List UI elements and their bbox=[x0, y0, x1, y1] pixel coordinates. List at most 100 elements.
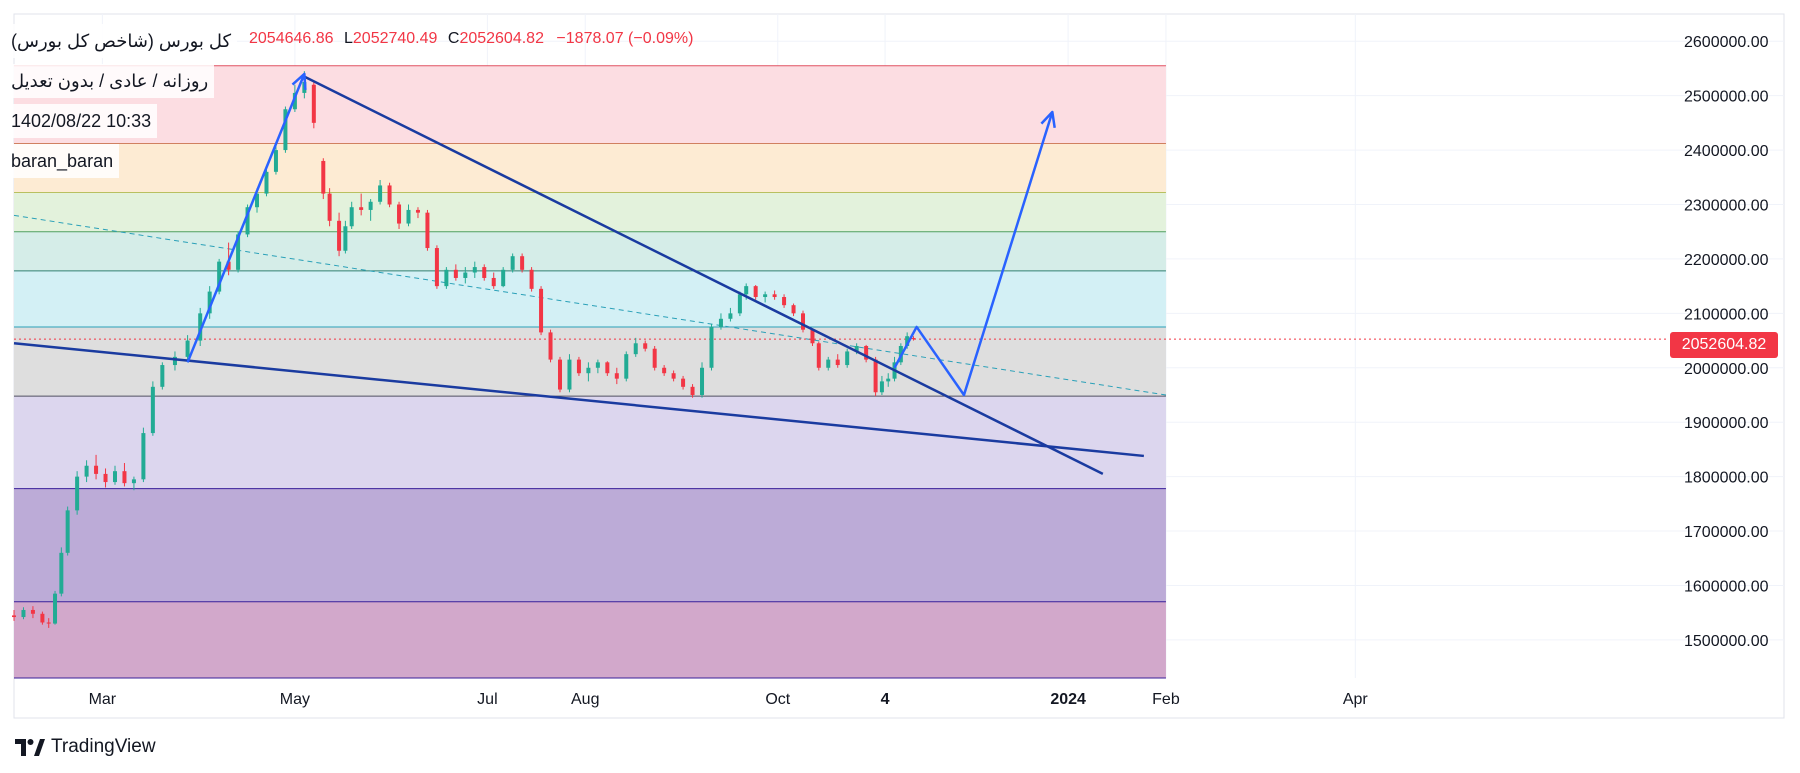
candle-body bbox=[406, 209, 411, 224]
candle bbox=[406, 204, 411, 227]
candle-body bbox=[491, 277, 496, 287]
candle-body bbox=[185, 340, 190, 357]
candle-body bbox=[728, 313, 733, 319]
candle bbox=[160, 362, 165, 390]
candle bbox=[879, 375, 884, 395]
arrow-head bbox=[291, 72, 307, 90]
candle-body bbox=[59, 552, 64, 594]
candle-body bbox=[791, 305, 796, 314]
candle bbox=[321, 158, 326, 200]
candle-body bbox=[40, 613, 45, 623]
candle-body bbox=[681, 378, 686, 387]
candle-body bbox=[854, 346, 859, 352]
last-price-tag: 2052604.82 bbox=[1670, 332, 1778, 358]
candle-body bbox=[327, 193, 332, 221]
candle bbox=[349, 201, 354, 229]
trendline bbox=[303, 75, 1104, 476]
candle-body bbox=[434, 248, 439, 287]
candle bbox=[131, 476, 136, 491]
candle bbox=[510, 253, 515, 273]
y-tick-label: 2200000.00 bbox=[1684, 252, 1769, 269]
candle-body bbox=[415, 209, 420, 213]
candle-body bbox=[283, 109, 288, 151]
candle-body bbox=[160, 365, 165, 387]
candle-body bbox=[567, 359, 572, 390]
candle-body bbox=[84, 465, 89, 477]
candle-body bbox=[520, 256, 525, 270]
y-tick-label: 2400000.00 bbox=[1684, 143, 1769, 160]
candle-body bbox=[905, 336, 910, 346]
candle-body bbox=[737, 294, 742, 314]
candle-body bbox=[835, 359, 840, 366]
candle-body bbox=[172, 356, 177, 366]
candle bbox=[273, 144, 278, 175]
close-key: C bbox=[447, 30, 460, 47]
candle bbox=[207, 286, 212, 319]
candle-body bbox=[273, 150, 278, 172]
candle-body bbox=[605, 362, 610, 374]
candle bbox=[359, 193, 364, 216]
candle-body bbox=[30, 609, 35, 614]
candle bbox=[624, 351, 629, 382]
candle bbox=[737, 291, 742, 317]
fib-zone bbox=[14, 488, 1166, 602]
candle bbox=[873, 356, 878, 397]
candle bbox=[539, 286, 544, 336]
candle bbox=[886, 373, 891, 387]
ohlc-values: 2054646.86 L2052740.49 C2052604.82 −1878… bbox=[249, 24, 693, 54]
candle-body bbox=[337, 220, 342, 251]
candle-body bbox=[236, 234, 241, 270]
candle-body bbox=[112, 471, 117, 483]
brand-name: TradingView bbox=[51, 736, 156, 757]
candle-body bbox=[245, 207, 250, 235]
candle-body bbox=[709, 326, 714, 368]
candle-body bbox=[141, 433, 146, 480]
candle bbox=[718, 313, 723, 330]
candle bbox=[557, 356, 562, 393]
candle bbox=[548, 329, 553, 363]
candle-body bbox=[463, 272, 468, 278]
candle-body bbox=[12, 615, 16, 618]
candle-body bbox=[671, 373, 676, 379]
x-tick-label: Feb bbox=[1152, 691, 1180, 708]
candle-body bbox=[879, 381, 884, 393]
candle bbox=[595, 359, 600, 374]
candle bbox=[791, 303, 796, 317]
candle bbox=[845, 348, 850, 368]
candle bbox=[94, 454, 99, 480]
candle bbox=[397, 201, 402, 229]
y-tick-label: 2600000.00 bbox=[1684, 34, 1769, 51]
y-tick-label: 2000000.00 bbox=[1684, 361, 1769, 378]
candle bbox=[185, 335, 190, 363]
candle-body bbox=[845, 351, 850, 366]
tradingview-brand[interactable]: TradingView bbox=[15, 735, 156, 759]
candle bbox=[387, 182, 392, 208]
y-tick-label: 1600000.00 bbox=[1684, 578, 1769, 595]
candle-body bbox=[131, 479, 136, 484]
candle bbox=[700, 362, 705, 398]
candle bbox=[614, 367, 619, 385]
y-tick-label: 1500000.00 bbox=[1684, 633, 1769, 650]
fib-zone bbox=[14, 143, 1166, 193]
candle-body bbox=[557, 359, 562, 390]
candle-body bbox=[586, 367, 591, 374]
candle-body bbox=[321, 160, 326, 194]
candle bbox=[690, 384, 695, 398]
symbol-title[interactable]: کل بورس (شاخص کل بورس) bbox=[9, 24, 238, 58]
candle bbox=[463, 267, 468, 284]
fib-zone bbox=[14, 601, 1166, 678]
candle bbox=[681, 375, 686, 390]
candle-body bbox=[886, 378, 891, 382]
candle bbox=[576, 356, 581, 376]
candle bbox=[709, 324, 714, 371]
candle bbox=[816, 341, 821, 371]
candle bbox=[327, 188, 332, 227]
candle bbox=[763, 291, 768, 303]
candle-body bbox=[264, 171, 269, 194]
candle-body bbox=[387, 185, 392, 205]
candle bbox=[782, 294, 787, 308]
candle bbox=[453, 264, 458, 281]
candle-body bbox=[624, 354, 629, 379]
candle bbox=[567, 354, 572, 393]
